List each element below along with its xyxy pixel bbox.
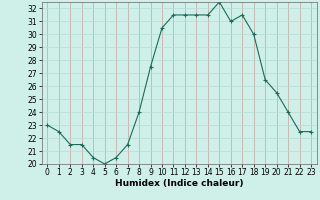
X-axis label: Humidex (Indice chaleur): Humidex (Indice chaleur) — [115, 179, 244, 188]
